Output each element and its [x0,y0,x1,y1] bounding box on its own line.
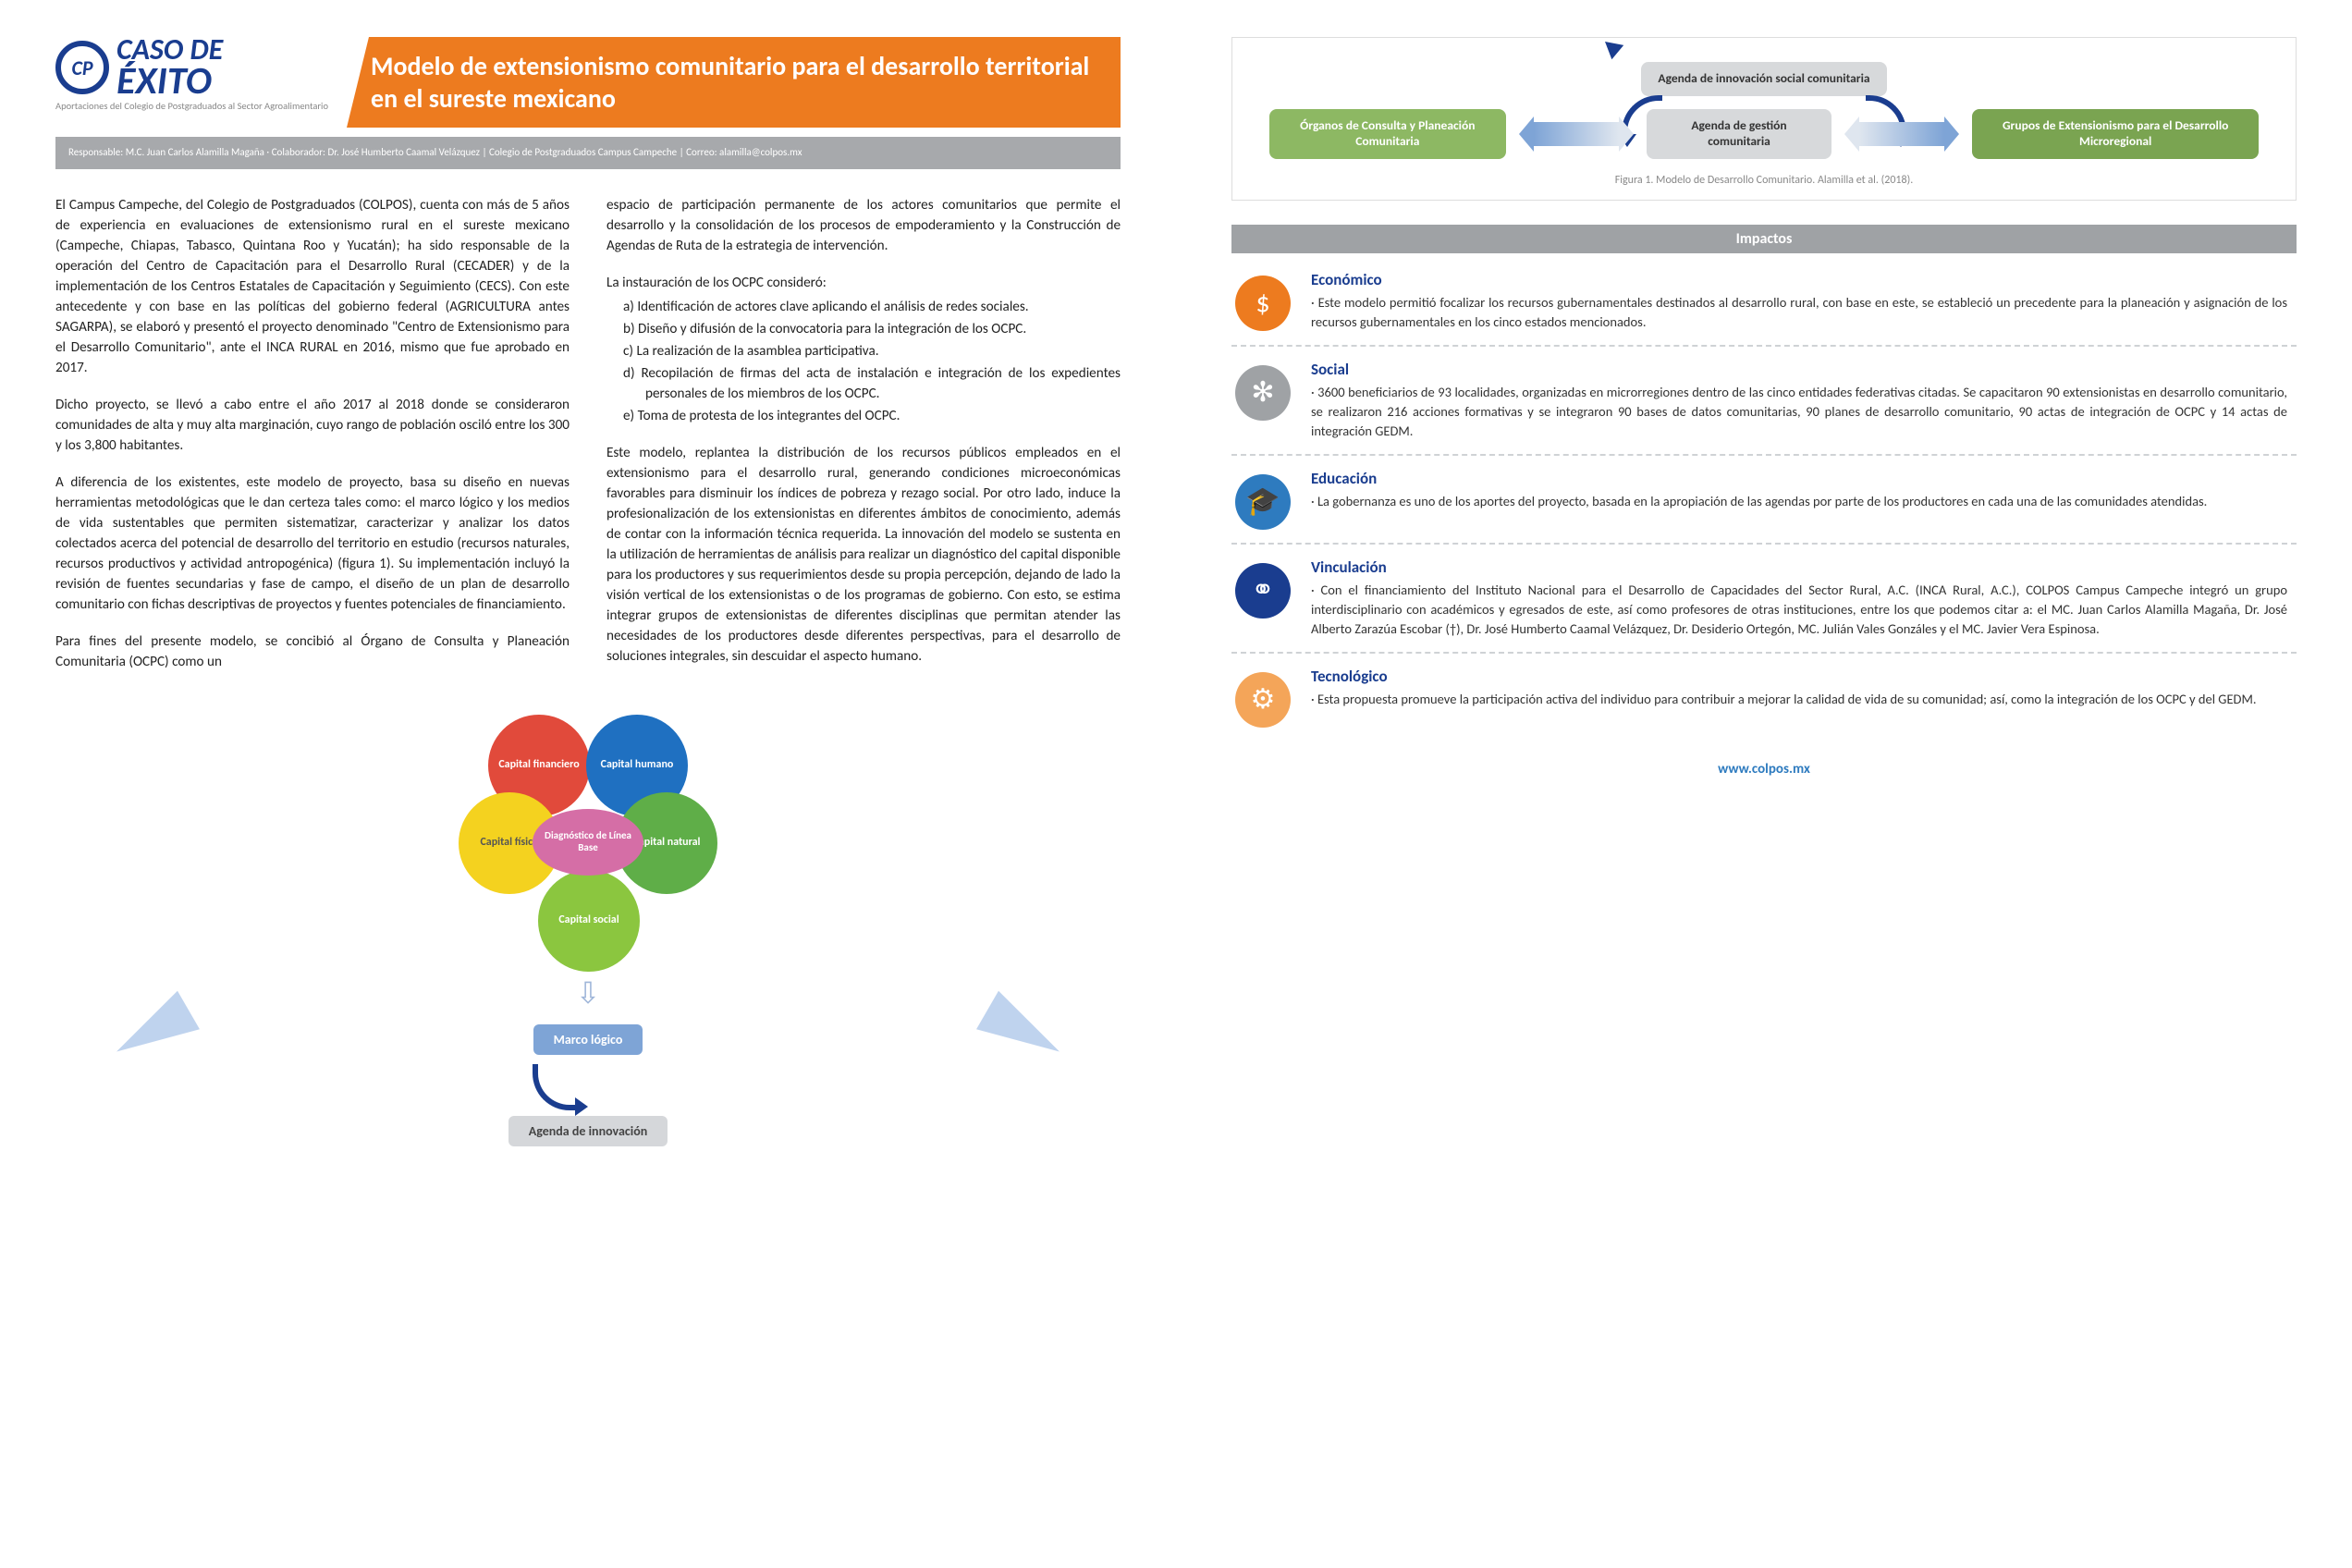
logo-block: CASO DE ÉXITO Aportaciones del Colegio d… [55,37,328,112]
logo-row: CASO DE ÉXITO [55,37,328,99]
impacto-heading: Educación [1311,469,2207,488]
capital-wheel: Capital financiero Capital humano Capita… [468,722,708,962]
impacto-text: Educación · La gobernanza es uno de los a… [1311,469,2207,511]
para: A diferencia de los existentes, este mod… [55,472,570,615]
list-item: c) La realización de la asamblea partici… [623,341,1121,361]
list-lead: La instauración de los OCPC consideró: [606,273,1121,293]
header: CASO DE ÉXITO Aportaciones del Colegio d… [55,37,1121,128]
curved-arrow-icon [533,1064,579,1110]
impacto-text: Tecnológico · Esta propuesta promueve la … [1311,667,2257,709]
impacto-heading: Económico [1311,270,2287,289]
flow-box-agenda: Agenda de innovación [508,1116,668,1146]
flow-box-marco: Marco lógico [533,1024,643,1055]
para: El Campus Campeche, del Colegio de Postg… [55,195,570,378]
exito-label: ÉXITO [116,64,223,99]
para: Este modelo, replantea la distribución d… [606,443,1121,667]
column-right: espacio de participación permanente de l… [606,195,1121,690]
impacto-item: $ Económico · Este modelo permitió focaliz… [1231,257,2297,347]
para: Para fines del presente modelo, se conci… [55,631,570,672]
triangle-arrow-icon [1586,24,1623,59]
impacto-para: · La gobernanza es uno de los aportes de… [1311,492,2207,511]
impacto-para: · Con el financiamiento del Instituto Na… [1311,581,2287,639]
impacto-item: ⚭ Vinculación · Con el financiamiento del … [1231,545,2297,654]
inward-arrow-right-icon [976,990,1071,1071]
top-diagram: Agenda de innovación social comunitaria … [1231,37,2297,201]
caso-exito: CASO DE ÉXITO [116,37,223,99]
gradient-arrow-left-icon [1534,122,1619,146]
impacto-item: ⚙ Tecnológico · Esta propuesta promueve la… [1231,654,2297,741]
body-columns: El Campus Campeche, del Colegio de Postg… [55,195,1121,690]
diagram-row-bottom: Órganos de Consulta y Planeación Comunit… [1269,109,2259,159]
website-url: www.colpos.mx [1231,761,2297,778]
impacto-para: · 3600 beneficiarios de 93 localidades, … [1311,383,2287,441]
lettered-list: a) Identificación de actores clave aplic… [623,297,1121,426]
impacto-icon: 🎓 [1235,474,1291,530]
inward-arrow-left-icon [105,990,200,1071]
page-right: Agenda de innovación social comunitaria … [1176,0,2352,1568]
impacto-item: ✻ Social · 3600 beneficiarios de 93 locali… [1231,347,2297,456]
responsable-bar: Responsable: M.C. Juan Carlos Alamilla M… [55,137,1121,169]
impacto-heading: Tecnológico [1311,667,2257,686]
para: Dicho proyecto, se llevó a cabo entre el… [55,395,570,456]
diagram-box-gedm: Grupos de Extensionismo para el Desarrol… [1972,109,2259,159]
page-left: CASO DE ÉXITO Aportaciones del Colegio d… [0,0,1176,1568]
wheel-center: Diagnóstico de Línea Base [533,809,643,876]
impacto-icon: ✻ [1235,365,1291,421]
column-left: El Campus Campeche, del Colegio de Postg… [55,195,570,690]
impactos-title: Impactos [1231,225,2297,253]
impacto-icon: ⚭ [1235,563,1291,619]
diagram-box-gestion: Agenda de gestión comunitaria [1647,109,1831,159]
list-item: e) Toma de protesta de los integrantes d… [623,406,1121,426]
segment-social: Capital social [538,870,640,972]
logo-subtitle: Aportaciones del Colegio de Postgraduado… [55,101,328,113]
impacto-para: · Esta propuesta promueve la participaci… [1311,690,2257,709]
impacto-item: 🎓 Educación · La gobernanza es uno de los … [1231,456,2297,545]
list-item: a) Identificación de actores clave aplic… [623,297,1121,317]
arrow-down-icon: ⇩ [576,975,601,1011]
title-bar: Modelo de extensionismo comunitario para… [347,37,1121,128]
figure-caption: Figura 1. Modelo de Desarrollo Comunitar… [1269,174,2259,187]
diagram-row-top: Agenda de innovación social comunitaria [1269,62,2259,96]
para: espacio de participación permanente de l… [606,195,1121,256]
impacto-text: Social · 3600 beneficiarios de 93 localid… [1311,360,2287,441]
diagram-box-innovacion: Agenda de innovación social comunitaria [1641,62,1886,96]
list-item: b) Diseño y difusión de la convocatoria … [623,319,1121,339]
wheel-diagram: Capital financiero Capital humano Capita… [55,722,1121,1198]
impacto-text: Vinculación · Con el financiamiento del I… [1311,557,2287,639]
impacto-heading: Vinculación [1311,557,2287,577]
list-item: d) Recopilación de firmas del acta de in… [623,363,1121,404]
gradient-arrow-right-icon [1859,122,1944,146]
logo-icon [55,41,109,94]
impacto-para: · Este modelo permitió focalizar los rec… [1311,293,2287,332]
impacto-icon: $ [1235,276,1291,331]
impacto-heading: Social [1311,360,2287,379]
impacto-text: Económico · Este modelo permitió focaliza… [1311,270,2287,332]
impactos-list: $ Económico · Este modelo permitió focaliz… [1231,257,2297,741]
impacto-icon: ⚙ [1235,672,1291,728]
diagram-box-ocpc: Órganos de Consulta y Planeación Comunit… [1269,109,1506,159]
